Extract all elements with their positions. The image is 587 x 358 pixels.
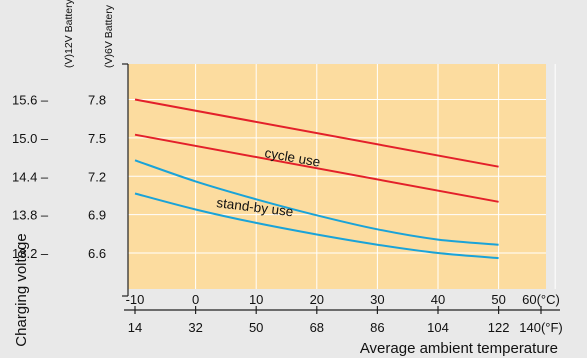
y-tick-12v-label: 13.8 – bbox=[12, 208, 49, 223]
x-tick-celsius-label: 40 bbox=[431, 292, 445, 307]
y-tick-12v-label: 15.6 – bbox=[12, 93, 49, 108]
series-line-standby bbox=[134, 159, 499, 246]
x-tick-fahrenheit-label: 32 bbox=[188, 320, 202, 335]
x-tick-celsius-label: 0 bbox=[192, 292, 199, 307]
y-tick-6v-label: 7.2 bbox=[88, 169, 106, 184]
x-tick-celsius-label: -10 bbox=[126, 292, 145, 307]
x-tick-fahrenheit-label: 50 bbox=[249, 320, 263, 335]
x-tick-fahrenheit-label: 14 bbox=[128, 320, 142, 335]
axes bbox=[122, 63, 560, 314]
y-tick-12v-label: 13.2 – bbox=[12, 246, 49, 261]
y-axis-title: Charging voltage bbox=[13, 233, 30, 346]
grid-lines bbox=[128, 64, 556, 289]
x-unit-fahrenheit: 140(°F) bbox=[519, 320, 563, 335]
x-tick-fahrenheit-label: 86 bbox=[370, 320, 384, 335]
x-tick-celsius-label: 20 bbox=[310, 292, 324, 307]
x-tick-fahrenheit-label: 68 bbox=[310, 320, 324, 335]
tick-labels: 15.6 – 15.0 – 14.4 – 13.8 – 13.2 – 7.8 7.5 7.2 6… bbox=[12, 93, 509, 336]
y-tick-6v-label: 7.5 bbox=[88, 131, 106, 146]
y-axis-6v-label: (V)6V Battery bbox=[103, 4, 115, 68]
x-axis-title: Average ambient temperature bbox=[360, 340, 558, 357]
x-tick-celsius-label: 10 bbox=[249, 292, 263, 307]
y-tick-6v-label: 6.6 bbox=[88, 246, 106, 261]
y-tick-6v-label: 6.9 bbox=[88, 208, 106, 223]
series-line-standby bbox=[134, 192, 499, 260]
x-tick-celsius-label: 30 bbox=[370, 292, 384, 307]
y-axis-12v-label: (V)12V Battery bbox=[63, 0, 75, 68]
series-lines bbox=[134, 98, 499, 260]
series-line-cycle bbox=[134, 98, 499, 168]
x-unit-celsius: 60(°C) bbox=[522, 292, 560, 307]
series-line-cycle bbox=[134, 133, 499, 203]
y-tick-12v-label: 15.0 – bbox=[12, 131, 49, 146]
x-tick-fahrenheit-label: 104 bbox=[427, 320, 449, 335]
x-tick-fahrenheit-label: 122 bbox=[488, 320, 510, 335]
y-tick-6v-label: 7.8 bbox=[88, 93, 106, 108]
y-tick-12v-label: 14.4 – bbox=[12, 169, 49, 184]
x-tick-celsius-label: 50 bbox=[491, 292, 505, 307]
